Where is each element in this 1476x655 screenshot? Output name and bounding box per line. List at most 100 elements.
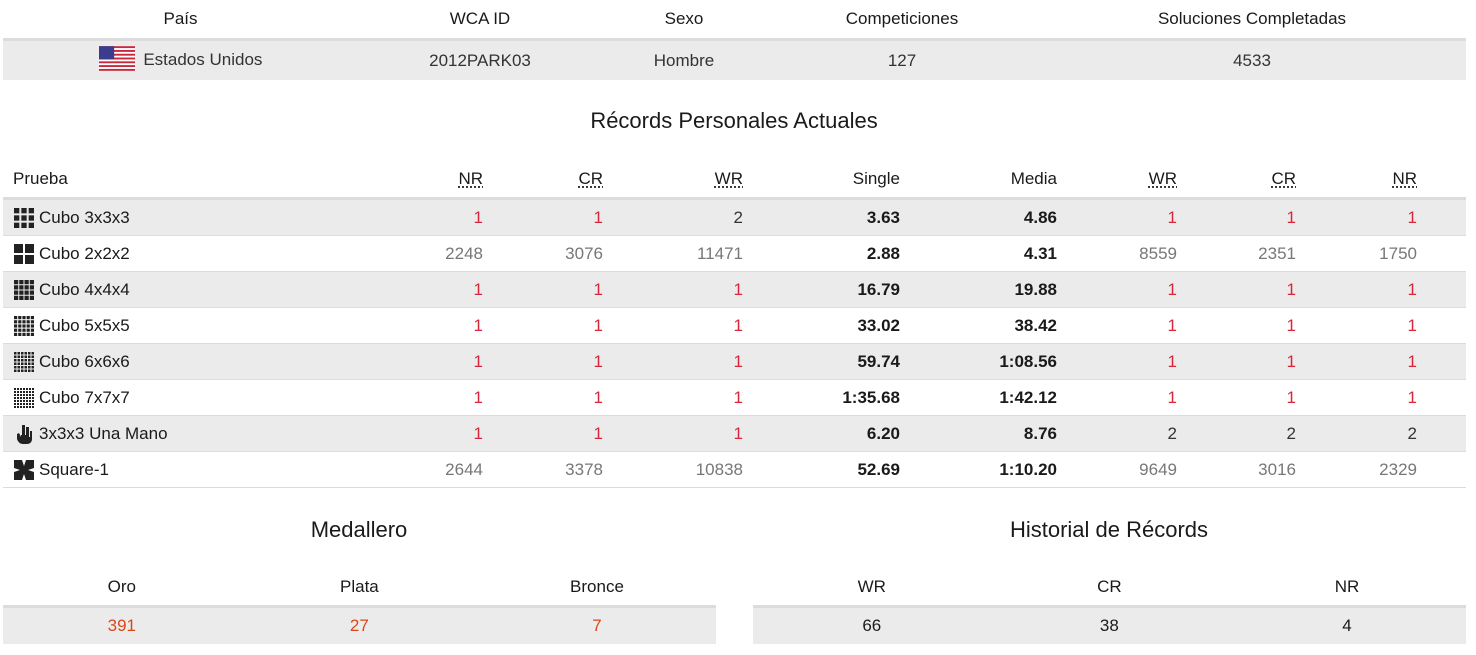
header-cr-average: CR <box>1271 168 1296 188</box>
event-name[interactable]: 3x3x3 Una Mano <box>39 423 168 443</box>
average-time[interactable]: 4.86 <box>1023 207 1057 227</box>
event-name[interactable]: Cubo 7x7x7 <box>39 387 130 407</box>
table-row: Square-1 2644 3378 10838 52.69 1:10.20 9649 301… <box>3 452 1466 488</box>
wr-single-rank: 1 <box>733 351 743 371</box>
header-gold: Oro <box>107 576 136 596</box>
event-cell[interactable]: Cubo 3x3x3 <box>3 207 373 229</box>
bronze-count[interactable]: 7 <box>592 616 602 635</box>
cr-average-rank: 1 <box>1286 279 1296 299</box>
header-history-wr: WR <box>857 576 886 596</box>
single-time[interactable]: 59.74 <box>857 351 900 371</box>
wr-single-rank: 10838 <box>695 459 743 479</box>
single-time[interactable]: 2.88 <box>866 243 900 263</box>
nr-average-rank: 1 <box>1407 315 1417 335</box>
nr-average-rank: 1 <box>1407 207 1417 227</box>
nr-average-rank: 1 <box>1407 387 1417 407</box>
average-time[interactable]: 38.42 <box>1014 315 1057 335</box>
nr-single-rank: 1 <box>473 423 483 443</box>
cr-single-rank: 3076 <box>565 243 603 263</box>
single-time[interactable]: 6.20 <box>866 423 900 443</box>
wr-average-rank: 1 <box>1167 207 1177 227</box>
average-time[interactable]: 4.31 <box>1023 243 1057 263</box>
table-row: Cubo 2x2x2 2248 3076 11471 2.88 4.31 8559 2351 1… <box>3 236 1466 272</box>
history-nr-count: 4 <box>1342 616 1352 635</box>
profile-data-row: Estados Unidos 2012PARK03 Hombre 127 453… <box>3 41 1466 80</box>
gold-count[interactable]: 391 <box>107 616 136 635</box>
cr-average-rank: 2351 <box>1258 243 1296 263</box>
event-name[interactable]: Square-1 <box>39 459 109 479</box>
event-cell[interactable]: Cubo 6x6x6 <box>3 351 373 373</box>
cube-6x6-icon <box>14 351 34 372</box>
nr-single-rank: 2644 <box>445 459 483 479</box>
cr-average-rank: 1 <box>1286 351 1296 371</box>
table-row: Cubo 6x6x6 1 1 1 59.74 1:08.56 1 1 1 <box>3 344 1466 380</box>
wr-average-rank: 8559 <box>1139 243 1177 263</box>
cube-5x5-icon <box>14 315 34 336</box>
average-time[interactable]: 1:10.20 <box>999 459 1057 479</box>
header-wr-average: WR <box>1148 168 1177 188</box>
table-row: Cubo 7x7x7 1 1 1 1:35.68 1:42.12 1 1 1 <box>3 380 1466 416</box>
event-name[interactable]: Cubo 2x2x2 <box>39 243 130 263</box>
wr-average-rank: 1 <box>1167 387 1177 407</box>
silver-count[interactable]: 27 <box>349 616 369 635</box>
wr-average-rank: 1 <box>1167 351 1177 371</box>
nr-single-rank: 2248 <box>445 243 483 263</box>
gender-value: Hombre <box>653 50 715 70</box>
table-row: Cubo 3x3x3 1 1 2 3.63 4.86 1 1 1 <box>3 200 1466 236</box>
nr-average-rank: 2 <box>1407 423 1417 443</box>
table-row: 3x3x3 Una Mano 1 1 1 6.20 8.76 2 2 2 <box>3 416 1466 452</box>
country-cell: Estados Unidos <box>3 46 358 74</box>
nr-average-rank: 1750 <box>1379 243 1417 263</box>
average-time[interactable]: 8.76 <box>1023 423 1057 443</box>
cube-3x3-icon <box>14 207 34 228</box>
event-name[interactable]: Cubo 4x4x4 <box>39 279 130 299</box>
wr-single-rank: 1 <box>733 315 743 335</box>
cr-single-rank: 1 <box>593 423 603 443</box>
history-data-row: 66 38 4 <box>753 608 1466 644</box>
cr-average-rank: 1 <box>1286 387 1296 407</box>
event-name[interactable]: Cubo 3x3x3 <box>39 207 130 227</box>
single-time[interactable]: 33.02 <box>857 315 900 335</box>
average-time[interactable]: 1:42.12 <box>999 387 1057 407</box>
header-country: País <box>163 9 198 28</box>
medals-header-row: Oro Plata Bronce <box>3 568 716 608</box>
cr-average-rank: 3016 <box>1258 459 1296 479</box>
competitions-value: 127 <box>887 50 917 70</box>
event-cell[interactable]: Cubo 7x7x7 <box>3 387 373 409</box>
profile-table: País WCA ID Sexo Competiciones Solucione… <box>3 0 1466 80</box>
nr-average-rank: 1 <box>1407 279 1417 299</box>
event-name[interactable]: Cubo 5x5x5 <box>39 315 130 335</box>
wca-id-value: 2012PARK03 <box>429 50 531 70</box>
cr-single-rank: 1 <box>593 207 603 227</box>
wr-single-rank: 1 <box>733 387 743 407</box>
nr-single-rank: 1 <box>473 351 483 371</box>
event-name[interactable]: Cubo 6x6x6 <box>39 351 130 371</box>
header-competitions: Competiciones <box>845 9 959 28</box>
event-cell[interactable]: 3x3x3 Una Mano <box>3 423 373 445</box>
header-history-nr: NR <box>1334 576 1360 596</box>
table-row: Cubo 5x5x5 1 1 1 33.02 38.42 1 1 1 <box>3 308 1466 344</box>
us-flag-icon <box>98 46 135 71</box>
event-cell[interactable]: Square-1 <box>3 459 373 481</box>
header-event: Prueba <box>13 168 68 188</box>
header-single: Single <box>852 168 900 188</box>
single-time[interactable]: 3.63 <box>866 207 900 227</box>
event-cell[interactable]: Cubo 5x5x5 <box>3 315 373 337</box>
table-row: Cubo 4x4x4 1 1 1 16.79 19.88 1 1 1 <box>3 272 1466 308</box>
header-average: Media <box>1010 168 1057 188</box>
average-time[interactable]: 1:08.56 <box>999 351 1057 371</box>
records-title: Récords Personales Actuales <box>590 108 878 133</box>
header-nr-single: NR <box>458 168 483 188</box>
cr-average-rank: 1 <box>1286 315 1296 335</box>
single-time[interactable]: 16.79 <box>857 279 900 299</box>
country-name: Estados Unidos <box>143 49 263 69</box>
single-time[interactable]: 52.69 <box>857 459 900 479</box>
cr-average-rank: 1 <box>1286 207 1296 227</box>
wr-average-rank: 2 <box>1167 423 1177 443</box>
event-cell[interactable]: Cubo 2x2x2 <box>3 243 373 265</box>
single-time[interactable]: 1:35.68 <box>842 387 900 407</box>
wr-single-rank: 1 <box>733 279 743 299</box>
history-wr-count: 66 <box>862 616 882 635</box>
event-cell[interactable]: Cubo 4x4x4 <box>3 279 373 301</box>
average-time[interactable]: 19.88 <box>1014 279 1057 299</box>
